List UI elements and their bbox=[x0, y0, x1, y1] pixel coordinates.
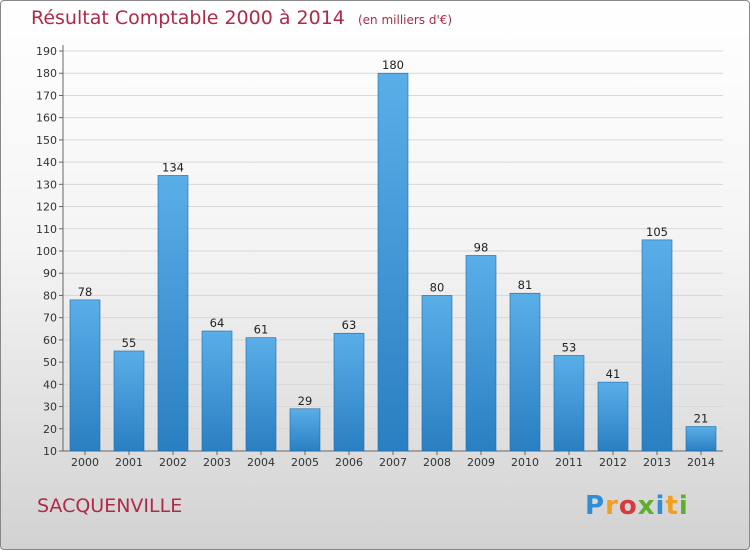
proxiti-logo[interactable]: Proxiti bbox=[585, 491, 689, 521]
bar-2010 bbox=[509, 292, 541, 452]
x-tick-label: 2004 bbox=[247, 456, 275, 469]
logo-letter: i bbox=[678, 491, 689, 521]
value-label: 64 bbox=[210, 316, 225, 330]
y-tick-label: 170 bbox=[36, 89, 57, 102]
bar-2004 bbox=[245, 337, 277, 452]
value-label: 105 bbox=[646, 225, 668, 239]
bar-2013 bbox=[641, 239, 673, 452]
chart-subtitle: (en milliers d'€) bbox=[357, 13, 453, 27]
value-label: 98 bbox=[474, 240, 489, 254]
x-tick-label: 2013 bbox=[643, 456, 671, 469]
y-tick-label: 180 bbox=[36, 67, 57, 80]
y-tick-label: 50 bbox=[43, 356, 57, 369]
labels: 10 20 30 40 50 60 70 80 90 100 110 120 130 140 150 160 1… bbox=[36, 45, 715, 469]
value-label: 21 bbox=[694, 412, 709, 426]
bar-2005 bbox=[289, 408, 321, 452]
y-tick-label: 30 bbox=[43, 401, 57, 414]
x-tick-label: 2003 bbox=[203, 456, 231, 469]
bar-2008 bbox=[421, 295, 453, 452]
value-label: 80 bbox=[430, 280, 445, 294]
value-label: 53 bbox=[562, 340, 577, 354]
y-tick-label: 70 bbox=[43, 312, 57, 325]
y-tick-label: 150 bbox=[36, 134, 57, 147]
x-tick-label: 2007 bbox=[379, 456, 407, 469]
x-tick-label: 2010 bbox=[511, 456, 539, 469]
value-label: 29 bbox=[298, 394, 313, 408]
chart-title: Résultat Comptable 2000 à 2014 bbox=[31, 7, 345, 29]
logo-letter: t bbox=[665, 491, 679, 521]
y-tick-label: 20 bbox=[43, 423, 57, 436]
y-tick-label: 190 bbox=[36, 45, 57, 58]
value-label: 180 bbox=[382, 58, 404, 72]
value-label: 63 bbox=[342, 318, 357, 332]
y-tick-label: 40 bbox=[43, 378, 57, 391]
x-tick-label: 2014 bbox=[687, 456, 715, 469]
value-label: 55 bbox=[122, 336, 137, 350]
y-tick-label: 60 bbox=[43, 334, 57, 347]
bar-2009 bbox=[465, 255, 497, 452]
x-tick-label: 2008 bbox=[423, 456, 451, 469]
y-tick-label: 90 bbox=[43, 267, 57, 280]
bar-2012 bbox=[597, 381, 629, 452]
y-tick-label: 100 bbox=[36, 245, 57, 258]
value-label: 81 bbox=[518, 278, 533, 292]
value-label: 41 bbox=[606, 367, 621, 381]
bar-2000 bbox=[69, 299, 101, 452]
value-label: 61 bbox=[254, 323, 269, 337]
bar-2011 bbox=[553, 355, 585, 452]
y-tick-label: 120 bbox=[36, 201, 57, 214]
value-label: 134 bbox=[162, 160, 184, 174]
x-tick-label: 2006 bbox=[335, 456, 363, 469]
bar-2001 bbox=[113, 350, 145, 452]
bars bbox=[69, 72, 717, 452]
y-tick-label: 160 bbox=[36, 112, 57, 125]
x-tick-label: 2002 bbox=[159, 456, 187, 469]
bar-2007 bbox=[377, 72, 409, 452]
x-tick-label: 2009 bbox=[467, 456, 495, 469]
x-tick-label: 2005 bbox=[291, 456, 319, 469]
value-label: 78 bbox=[78, 285, 93, 299]
bar-2002 bbox=[157, 175, 189, 452]
x-tick-label: 2000 bbox=[71, 456, 99, 469]
logo-letter: P bbox=[585, 491, 606, 521]
title-line: Résultat Comptable 2000 à 2014 (en milli… bbox=[31, 7, 452, 29]
x-tick-label: 2011 bbox=[555, 456, 583, 469]
bar-2006 bbox=[333, 332, 365, 452]
x-tick-label: 2012 bbox=[599, 456, 627, 469]
logo-letter: o bbox=[618, 491, 638, 521]
y-tick-label: 80 bbox=[43, 289, 57, 302]
y-tick-label: 110 bbox=[36, 223, 57, 236]
x-tick-label: 2001 bbox=[115, 456, 143, 469]
y-tick-label: 10 bbox=[43, 445, 57, 458]
y-tick-label: 140 bbox=[36, 156, 57, 169]
bar-2014 bbox=[685, 426, 717, 452]
location-name: SACQUENVILLE bbox=[37, 495, 183, 517]
logo-letter: i bbox=[655, 491, 666, 521]
logo-letter: x bbox=[637, 491, 656, 521]
bar-2003 bbox=[201, 330, 233, 452]
y-tick-label: 130 bbox=[36, 178, 57, 191]
logo-letter: r bbox=[605, 491, 619, 521]
